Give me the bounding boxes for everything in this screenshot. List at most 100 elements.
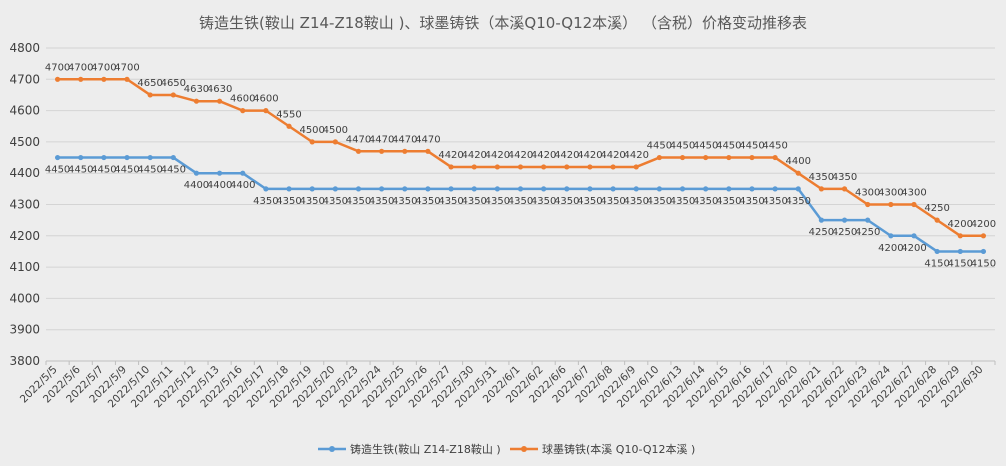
data-point-series-1[interactable] [957, 248, 963, 255]
data-label-series-2: 4450 [670, 141, 695, 152]
data-point-series-2[interactable] [355, 148, 362, 154]
data-point-series-1[interactable] [494, 186, 500, 192]
data-label-series-1: 4350 [369, 196, 394, 207]
data-point-series-2[interactable] [101, 76, 107, 82]
data-label-series-1: 4350 [461, 196, 486, 207]
data-point-series-2[interactable] [587, 164, 593, 170]
data-point-series-1[interactable] [726, 186, 732, 192]
data-point-series-2[interactable] [448, 164, 454, 170]
data-point-series-2[interactable] [841, 186, 848, 192]
data-point-series-2[interactable] [703, 154, 709, 161]
data-point-series-2[interactable] [379, 148, 385, 154]
data-point-series-2[interactable] [517, 164, 524, 170]
data-point-series-1[interactable] [587, 186, 593, 192]
data-point-series-1[interactable] [795, 186, 801, 192]
data-point-series-1[interactable] [911, 233, 917, 239]
data-point-series-1[interactable] [633, 186, 639, 192]
data-label-series-1: 4350 [508, 196, 533, 207]
data-point-series-2[interactable] [78, 76, 84, 82]
data-point-series-2[interactable] [818, 186, 825, 192]
data-point-series-1[interactable] [471, 186, 477, 192]
data-point-series-1[interactable] [379, 186, 385, 192]
data-point-series-2[interactable] [216, 98, 223, 104]
data-point-series-2[interactable] [286, 123, 292, 129]
data-point-series-1[interactable] [332, 186, 338, 192]
data-point-series-1[interactable] [101, 154, 107, 161]
data-point-series-2[interactable] [911, 201, 917, 208]
data-point-series-2[interactable] [656, 154, 662, 161]
data-point-series-1[interactable] [263, 186, 269, 192]
data-point-series-1[interactable] [772, 186, 778, 192]
data-label-series-1: 4350 [647, 196, 672, 207]
data-label-series-2: 4420 [485, 150, 510, 161]
data-point-series-1[interactable] [656, 186, 662, 192]
data-point-series-1[interactable] [355, 186, 362, 192]
data-point-series-2[interactable] [309, 139, 315, 145]
data-point-series-2[interactable] [54, 76, 61, 82]
data-point-series-2[interactable] [124, 76, 130, 82]
data-point-series-1[interactable] [541, 186, 547, 192]
data-label-series-1: 4350 [415, 196, 440, 207]
data-point-series-1[interactable] [448, 186, 454, 192]
data-point-series-1[interactable] [841, 217, 848, 223]
data-label-series-2: 4400 [786, 156, 811, 167]
data-point-series-2[interactable] [888, 201, 894, 208]
data-point-series-2[interactable] [980, 233, 987, 239]
data-point-series-1[interactable] [309, 186, 315, 192]
data-point-series-1[interactable] [980, 248, 987, 255]
data-point-series-2[interactable] [147, 92, 153, 98]
data-point-series-1[interactable] [402, 186, 408, 192]
data-point-series-2[interactable] [471, 164, 477, 170]
data-point-series-2[interactable] [425, 148, 431, 154]
data-point-series-1[interactable] [425, 186, 431, 192]
data-point-series-2[interactable] [633, 164, 639, 170]
data-point-series-1[interactable] [124, 154, 130, 161]
data-point-series-1[interactable] [193, 170, 200, 176]
data-point-series-2[interactable] [726, 154, 732, 161]
data-point-series-2[interactable] [564, 164, 570, 170]
legend[interactable]: 铸造生铁(鞍山 Z14-Z18鞍山 ) 球墨铸铁(本溪 Q10-Q12本溪 ) [318, 442, 695, 456]
data-point-series-1[interactable] [934, 248, 940, 255]
data-label-series-2: 4350 [832, 172, 857, 183]
data-label-series-1: 4350 [693, 196, 718, 207]
legend-item-series-2[interactable]: 球墨铸铁(本溪 Q10-Q12本溪 ) [510, 442, 695, 456]
data-point-series-2[interactable] [610, 164, 616, 170]
data-point-series-1[interactable] [749, 186, 755, 192]
data-point-series-2[interactable] [263, 108, 269, 114]
legend-item-series-1[interactable]: 铸造生铁(鞍山 Z14-Z18鞍山 ) [318, 442, 501, 456]
data-point-series-1[interactable] [240, 170, 246, 176]
data-point-series-2[interactable] [934, 217, 940, 223]
data-label-series-1: 4350 [531, 196, 556, 207]
data-point-series-2[interactable] [170, 92, 176, 98]
data-point-series-1[interactable] [216, 170, 223, 176]
data-point-series-1[interactable] [170, 154, 176, 161]
data-label-series-1: 4350 [670, 196, 695, 207]
data-point-series-1[interactable] [564, 186, 570, 192]
data-point-series-2[interactable] [865, 201, 871, 208]
data-label-series-2: 4420 [554, 150, 579, 161]
data-point-series-1[interactable] [517, 186, 524, 192]
data-point-series-2[interactable] [193, 98, 200, 104]
data-point-series-2[interactable] [679, 154, 686, 161]
data-point-series-2[interactable] [957, 233, 963, 239]
data-point-series-1[interactable] [888, 233, 894, 239]
data-point-series-1[interactable] [610, 186, 616, 192]
data-point-series-2[interactable] [240, 108, 246, 114]
data-point-series-2[interactable] [795, 170, 801, 176]
data-point-series-2[interactable] [749, 154, 755, 161]
data-point-series-2[interactable] [494, 164, 500, 170]
data-point-series-1[interactable] [703, 186, 709, 192]
data-point-series-1[interactable] [679, 186, 686, 192]
data-point-series-2[interactable] [332, 139, 338, 145]
data-point-series-2[interactable] [541, 164, 547, 170]
data-point-series-1[interactable] [147, 154, 153, 161]
data-label-series-1: 4150 [971, 258, 996, 269]
data-point-series-1[interactable] [78, 154, 84, 161]
data-point-series-2[interactable] [772, 154, 778, 161]
data-point-series-1[interactable] [818, 217, 825, 223]
data-point-series-1[interactable] [286, 186, 292, 192]
data-point-series-2[interactable] [402, 148, 408, 154]
data-point-series-1[interactable] [54, 154, 61, 161]
data-point-series-1[interactable] [865, 217, 871, 223]
